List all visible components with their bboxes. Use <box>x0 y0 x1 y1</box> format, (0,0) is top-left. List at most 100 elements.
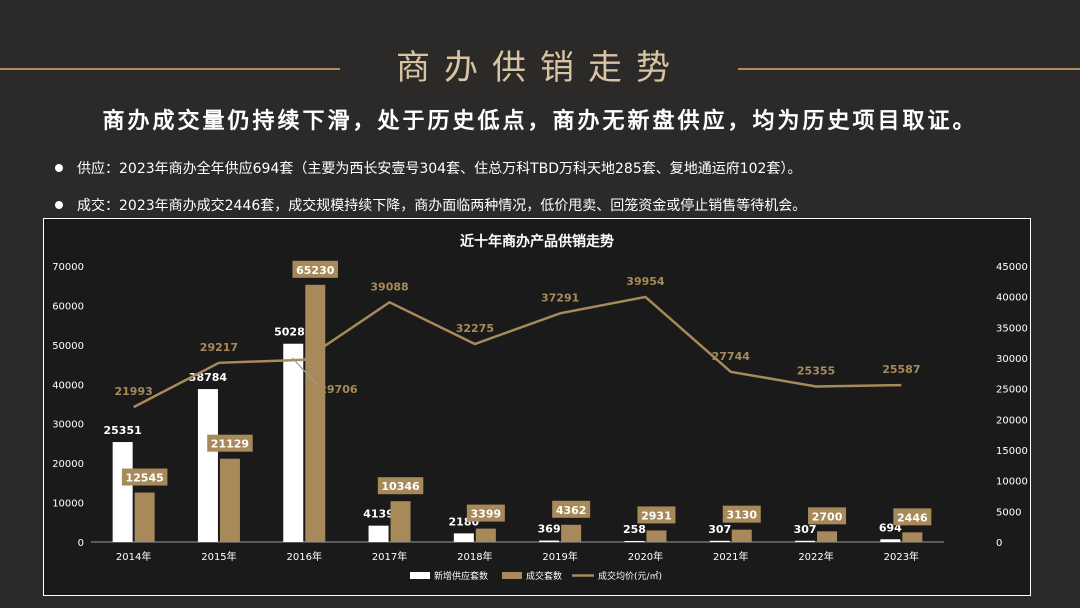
price-label: 37291 <box>541 291 579 304</box>
y-tick-label: 0 <box>78 538 84 549</box>
y2-tick-label: 0 <box>996 538 1002 549</box>
bar-deal <box>475 528 496 542</box>
y-tick-label: 70000 <box>52 262 84 273</box>
bar-deal-label: 12545 <box>126 472 164 485</box>
bar-deal-label-bg <box>808 507 847 525</box>
bar-supply <box>709 540 730 542</box>
price-label: 27744 <box>712 350 751 363</box>
bar-supply <box>453 533 474 542</box>
bar-deal-label-bg <box>207 434 253 452</box>
legend-label-supply: 新增供应套数 <box>434 570 488 582</box>
bar-deal-label: 3399 <box>471 508 502 521</box>
bar-supply-label: 4139 <box>363 508 394 521</box>
line-price <box>133 295 902 409</box>
y2-tick-label: 5000 <box>996 507 1021 518</box>
bar-deal <box>646 530 667 542</box>
bar-deal-label: 2700 <box>812 510 843 523</box>
x-tick-label: 2016年 <box>287 550 322 563</box>
bar-supply-label: 38784 <box>189 371 228 384</box>
price-label-leader <box>291 357 317 385</box>
price-label: 32275 <box>456 322 494 335</box>
bar-deal-label-bg <box>466 504 505 522</box>
bar-supply <box>197 389 218 542</box>
x-tick-label: 2015年 <box>201 550 236 563</box>
x-tick-label: 2014年 <box>116 550 151 563</box>
bar-deal-label: 10346 <box>381 480 420 493</box>
bullet-supply: 供应：2023年商办全年供应694套（主要为西长安壹号304套、住总万科TBD万… <box>55 158 801 178</box>
title-line-right <box>738 68 1080 70</box>
bar-supply <box>880 539 901 542</box>
x-tick-label: 2023年 <box>884 550 919 563</box>
price-label: 39088 <box>370 280 408 293</box>
legend-label-price: 成交均价(元/㎡) <box>598 570 662 582</box>
y2-tick-label: 45000 <box>996 262 1028 273</box>
bar-deal-label-bg <box>377 477 424 495</box>
bar-deal-label-bg <box>637 506 676 524</box>
bar-deal <box>219 458 240 542</box>
price-label: 25587 <box>882 363 920 376</box>
bar-supply-label: 258 <box>623 523 646 536</box>
y2-tick-label: 30000 <box>996 354 1028 365</box>
bar-deal <box>731 529 752 542</box>
y2-tick-label: 15000 <box>996 446 1028 457</box>
bar-supply <box>795 540 816 542</box>
bar-deal <box>902 532 923 542</box>
bullet-text: 供应：2023年商办全年供应694套（主要为西长安壹号304套、住总万科TBD万… <box>77 161 802 177</box>
legend-swatch-deal <box>502 572 522 579</box>
bar-deal <box>390 501 411 542</box>
headline: 商办成交量仍持续下滑，处于历史低点，商办无新盘供应，均为历史项目取证。 <box>102 109 978 134</box>
y2-tick-label: 40000 <box>996 293 1028 304</box>
bar-deal-label-bg <box>722 505 761 523</box>
bar-deal-label-bg <box>121 468 168 486</box>
y2-tick-label: 25000 <box>996 385 1028 396</box>
bar-deal <box>817 531 838 542</box>
bar-deal-label: 3130 <box>726 509 757 522</box>
bullet-dot-icon <box>55 164 63 172</box>
bullet-text: 成交：2023年商办成交2446套，成交规模持续下降，商办面临两种情况，低价甩卖… <box>77 198 807 214</box>
bar-deal-label-bg <box>552 500 591 518</box>
bullet-deal: 成交：2023年商办成交2446套，成交规模持续下降，商办面临两种情况，低价甩卖… <box>55 195 806 215</box>
bar-deal <box>305 284 326 542</box>
bar-deal-label: 65230 <box>296 264 335 277</box>
bar-deal-label: 2931 <box>641 509 672 522</box>
bar-supply <box>368 525 389 542</box>
x-tick-label: 2020年 <box>628 550 663 563</box>
y2-tick-label: 35000 <box>996 323 1028 334</box>
bar-supply <box>624 540 645 542</box>
bar-supply-label: 369 <box>538 523 561 536</box>
price-label: 29217 <box>200 341 238 354</box>
bar-supply-label: 50287 <box>274 326 312 339</box>
y-tick-label: 30000 <box>52 420 84 431</box>
y-tick-label: 60000 <box>52 301 84 312</box>
bar-deal <box>134 492 155 542</box>
x-tick-label: 2021年 <box>713 550 748 563</box>
bar-supply <box>112 442 133 542</box>
bar-deal-label-bg <box>292 260 338 278</box>
price-label: 39954 <box>626 275 665 288</box>
x-tick-label: 2019年 <box>542 550 577 563</box>
page-title: 商办供销走势 <box>396 48 684 88</box>
supply-demand-chart: 近十年商办产品供销走势01000020000300004000050000600… <box>52 233 1028 582</box>
bullet-dot-icon <box>55 201 63 209</box>
bar-deal <box>561 524 582 542</box>
bar-deal-label-bg <box>893 508 932 526</box>
price-label: 29706 <box>319 383 358 396</box>
legend-swatch-supply <box>410 572 430 579</box>
chart-title: 近十年商办产品供销走势 <box>460 233 614 250</box>
y-tick-label: 40000 <box>52 380 84 391</box>
bar-deal-label: 21129 <box>211 438 249 451</box>
x-tick-label: 2018年 <box>457 550 492 563</box>
bar-supply-label: 307 <box>794 523 817 536</box>
y-tick-label: 10000 <box>52 499 84 510</box>
bar-deal-label: 4362 <box>556 504 587 517</box>
price-label: 25355 <box>797 364 835 377</box>
legend-label-deal: 成交套数 <box>526 570 562 582</box>
y-tick-label: 20000 <box>52 459 84 470</box>
y2-tick-label: 20000 <box>996 415 1028 426</box>
x-tick-label: 2022年 <box>798 550 833 563</box>
bar-supply <box>539 540 560 542</box>
title-line-left <box>0 68 340 70</box>
price-label: 21993 <box>115 385 153 398</box>
bar-supply-label: 307 <box>708 523 731 536</box>
bar-supply <box>283 343 304 542</box>
